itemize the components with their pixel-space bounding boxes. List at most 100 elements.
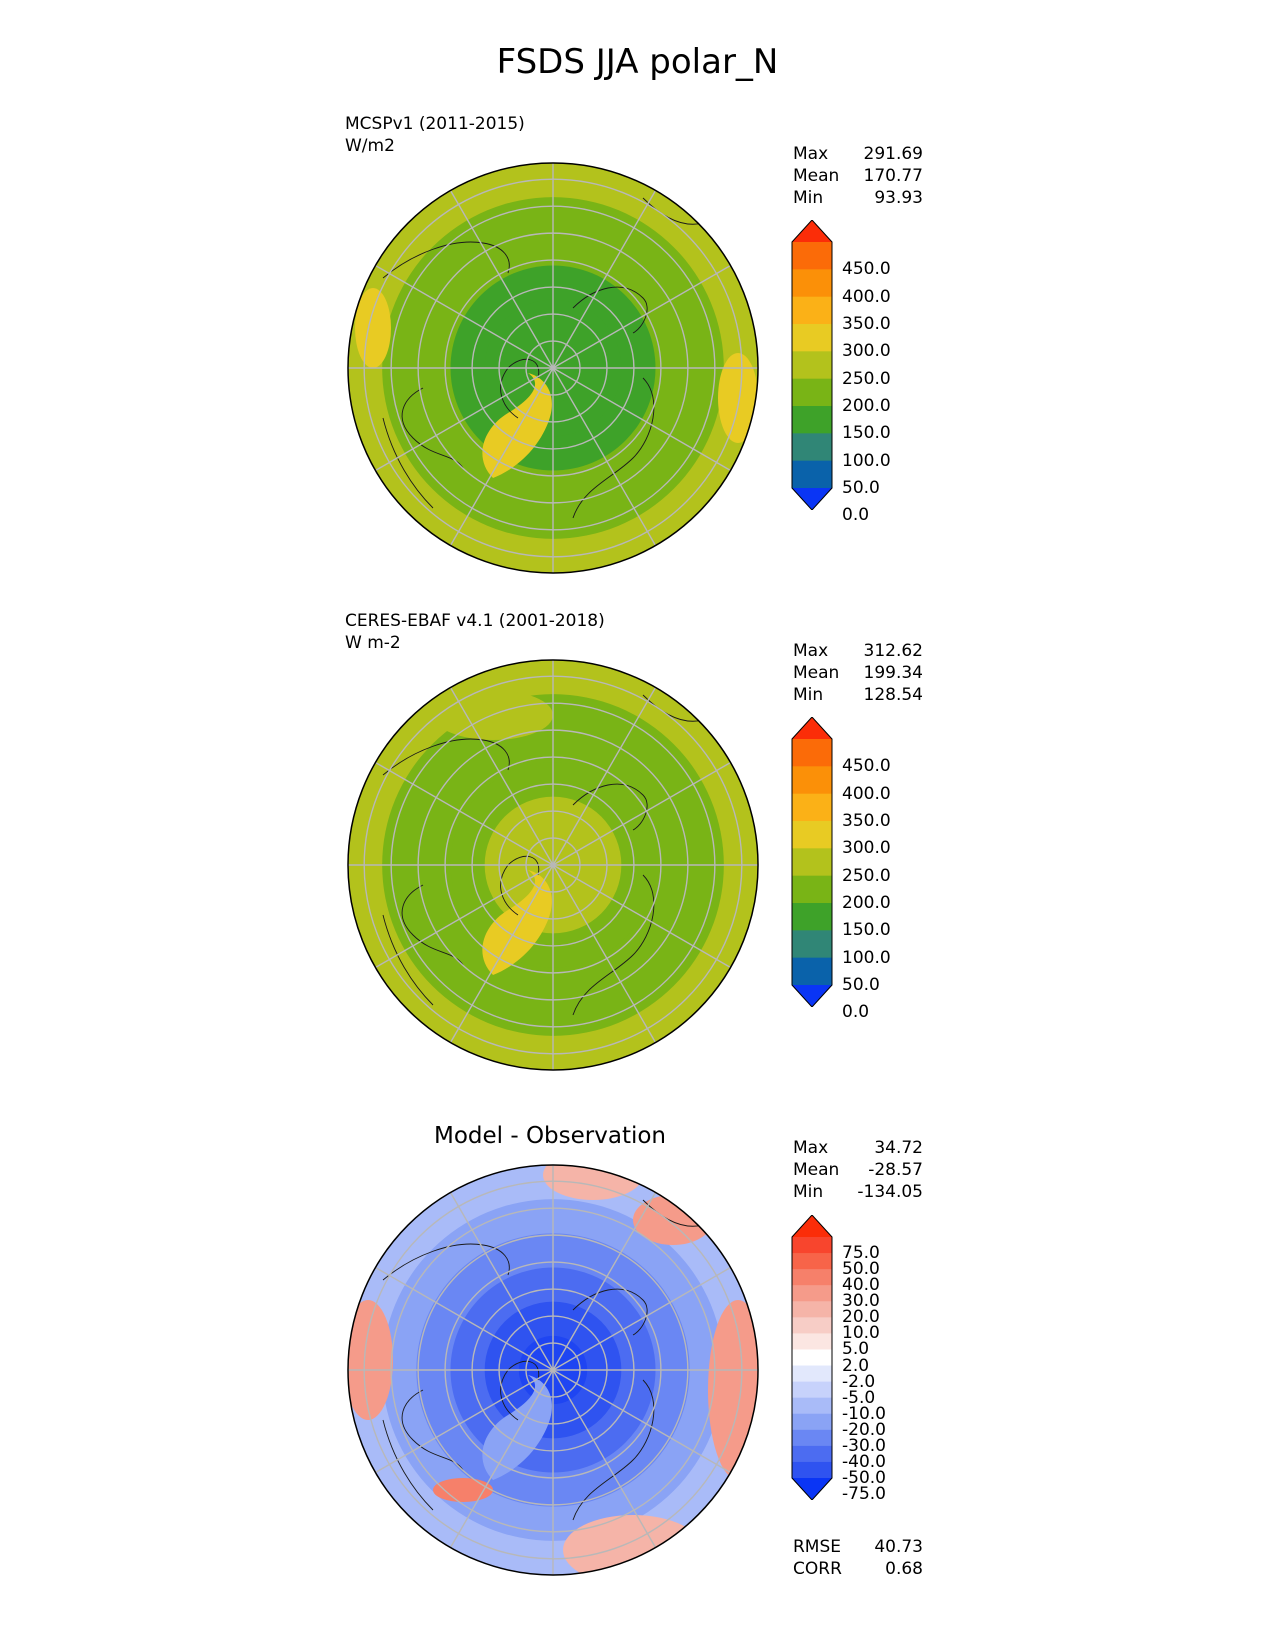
longitude-gridline	[552, 864, 657, 1043]
colorbar-bin	[792, 1381, 832, 1399]
colorbar-tick-label: 100.0	[842, 947, 891, 968]
max-value: 312.62	[863, 641, 923, 661]
colorbar-bin	[792, 848, 832, 877]
min-label: Min	[793, 188, 824, 208]
colorbar-bin	[792, 1333, 832, 1350]
colorbar-bin	[792, 1397, 832, 1415]
colorbar-obs	[791, 717, 833, 1007]
max-value: 291.69	[863, 144, 923, 164]
coastline	[572, 1288, 648, 1336]
longitude-gridline	[552, 264, 731, 369]
longitude-gridline	[552, 1369, 731, 1474]
colorbar-tick-label: 250.0	[842, 865, 891, 886]
coastline	[382, 1419, 434, 1511]
colorbar-tick-label: -50.0	[842, 1468, 886, 1488]
colorbar-tick-label: 50.0	[842, 975, 880, 995]
colorbar-tick-label: 5.0	[842, 1339, 870, 1360]
max-label: Max	[793, 144, 829, 164]
map-boundary	[347, 659, 759, 1071]
panel-diff-metrics: RMSE 40.73 CORR 0.68	[793, 1536, 923, 1580]
colorbar-bin	[792, 406, 832, 434]
coastline	[382, 1243, 510, 1281]
longitude-gridline	[552, 864, 731, 969]
panel-obs-dataset: CERES-EBAF v4.1 (2001-2018)	[345, 611, 605, 631]
colorbar-tick-label: 200.0	[842, 893, 891, 913]
colorbar-bin	[792, 1413, 832, 1431]
map-boundary	[347, 162, 759, 574]
colorbar-bin	[792, 930, 832, 959]
longitude-gridline	[552, 1266, 731, 1371]
panel-model-units: W/m2	[345, 136, 395, 156]
min-label: Min	[793, 685, 824, 705]
map-boundary	[347, 1164, 759, 1576]
max-label: Max	[793, 1138, 829, 1158]
longitude-gridline	[449, 1192, 554, 1371]
colorbar-bin	[792, 875, 832, 904]
coastline	[401, 884, 464, 966]
mean-label: Mean	[793, 663, 840, 683]
coastline	[401, 387, 464, 469]
colorbar-bin	[792, 1269, 832, 1286]
colorbar-tick-label: -5.0	[842, 1387, 876, 1408]
colorbar-bin	[792, 1365, 832, 1383]
colorbar-diff	[791, 1215, 833, 1500]
longitude-gridline	[375, 1266, 554, 1371]
colorbar-tick-label: 150.0	[842, 920, 891, 941]
longitude-gridline	[449, 1369, 554, 1548]
colorbar-tick-label: -2.0	[842, 1371, 876, 1392]
colorbar-tick-label: 450.0	[842, 756, 891, 777]
min-value: 128.54	[863, 685, 923, 705]
panel-model-title: MCSPv1 (2011-2015) W/m2	[345, 113, 525, 157]
longitude-gridline	[552, 367, 657, 546]
longitude-gridline	[375, 864, 554, 969]
colorbar-tick-label: -30.0	[842, 1435, 886, 1456]
colorbar-bin	[792, 460, 832, 489]
min-value: -134.05	[857, 1182, 923, 1202]
longitude-gridline	[449, 864, 554, 1043]
coastline	[572, 874, 655, 1016]
colorbar-bin	[792, 793, 832, 822]
longitude-gridline	[552, 687, 657, 866]
colorbar-outline	[791, 717, 833, 1007]
colorbar-bin	[792, 433, 832, 462]
corr-value: 0.68	[885, 1559, 923, 1579]
colorbar-tick-label: 450.0	[842, 259, 891, 280]
panel-obs-stats: Max 312.62 Mean 199.34 Min 128.54	[793, 640, 923, 706]
coastline	[382, 417, 434, 509]
coastline	[382, 241, 510, 279]
field-patch	[348, 1300, 393, 1420]
colorbar-bin	[792, 903, 832, 931]
colorbar-tick-label: 30.0	[842, 1291, 880, 1312]
colorbar-bin	[792, 766, 832, 795]
panel-diff-heading: Model - Observation	[433, 1123, 667, 1149]
field-patch	[543, 1165, 643, 1200]
colorbar-tick-label: 250.0	[842, 368, 891, 389]
rmse-label: RMSE	[793, 1537, 842, 1557]
colorbar-bin	[792, 1317, 832, 1334]
colorbar-bin	[792, 821, 832, 849]
colorbar-bin	[792, 1285, 832, 1302]
colorbar-bin	[792, 296, 832, 325]
mean-value: 199.34	[863, 663, 923, 683]
colorbar-tick-label: 50.0	[842, 1259, 880, 1280]
colorbar-bin	[792, 1349, 832, 1367]
colorbar-tick-label: 400.0	[842, 783, 891, 804]
coastline	[572, 377, 655, 519]
colorbar-bin	[792, 378, 832, 407]
min-label: Min	[793, 1182, 824, 1202]
colorbar-bin	[792, 1429, 832, 1447]
colorbar-tick-label: -20.0	[842, 1419, 886, 1440]
longitude-gridline	[449, 190, 554, 369]
colorbar-bin	[792, 1301, 832, 1318]
colorbar-tick-label: 400.0	[842, 286, 891, 307]
figure-title: FSDS JJA polar_N	[496, 42, 779, 82]
coastline	[572, 286, 648, 334]
colorbar-bin	[792, 957, 832, 986]
colorbar-tick-label: 300.0	[842, 341, 891, 362]
polar-map-obs	[347, 659, 759, 1071]
field-patch	[718, 353, 758, 443]
colorbar-tick-label: -75.0	[842, 1484, 886, 1505]
corr-label: CORR	[793, 1559, 842, 1579]
colorbar-model	[791, 220, 833, 510]
mean-label: Mean	[793, 1160, 840, 1180]
